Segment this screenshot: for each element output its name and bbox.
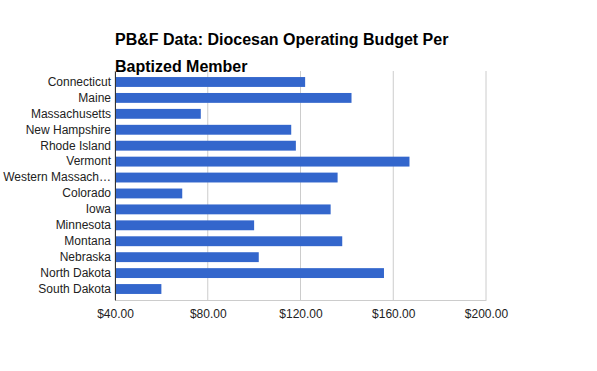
y-tick: New Hampshire — [26, 123, 115, 137]
chart: PB&F Data: Diocesan Operating Budget Per… — [0, 0, 597, 371]
y-tick: Maine — [78, 91, 115, 105]
x-tick: $160.00 — [372, 300, 416, 321]
y-tick-label: Colorado — [62, 186, 111, 200]
bar — [115, 284, 161, 294]
grid-line — [393, 71, 394, 300]
y-tick: Connecticut — [48, 75, 115, 89]
y-tick: Minnesota — [56, 218, 115, 232]
x-tick: $40.00 — [97, 300, 134, 321]
plot: $40.00 $80.00 $120.00 $160.00 $200.00 Connect… — [3, 71, 508, 321]
y-tick-label: Minnesota — [56, 218, 112, 232]
x-tick-label: $40.00 — [97, 307, 134, 321]
x-tick: $200.00 — [465, 300, 509, 321]
y-tick-label: Nebraska — [60, 250, 112, 264]
grid-line — [115, 71, 116, 300]
bar — [115, 268, 384, 278]
y-tick: Iowa — [86, 202, 115, 216]
bar — [115, 173, 338, 183]
grid-line — [207, 71, 208, 300]
x-tick-label: $160.00 — [372, 307, 416, 321]
y-tick: Western Massach… — [3, 170, 115, 184]
bar — [115, 157, 409, 167]
y-tick: Rhode Island — [40, 139, 115, 153]
bars — [115, 77, 409, 294]
bar — [115, 189, 182, 199]
bar — [115, 109, 201, 119]
bar — [115, 141, 296, 151]
y-tick: Nebraska — [60, 250, 115, 264]
y-tick: South Dakota — [38, 282, 115, 296]
x-tick: $80.00 — [190, 300, 227, 321]
y-tick: Montana — [64, 234, 115, 248]
bar — [115, 220, 254, 230]
y-tick-label: South Dakota — [38, 282, 111, 296]
y-tick-label: Western Massach… — [3, 170, 111, 184]
title: PB&F Data: Diocesan Operating Budget Per… — [115, 31, 448, 75]
y-tick-label: Connecticut — [48, 75, 112, 89]
x-axis: $40.00 $80.00 $120.00 $160.00 $200.00 — [97, 300, 508, 321]
grid-line — [300, 71, 301, 300]
bar — [115, 125, 291, 135]
y-axis: Connecticut Maine Massachusetts New Hampshi… — [3, 72, 115, 301]
y-tick-label: Vermont — [66, 154, 111, 168]
y-tick: Vermont — [66, 154, 115, 168]
y-tick-label: Maine — [78, 91, 111, 105]
y-tick: North Dakota — [40, 266, 115, 280]
y-tick-label: North Dakota — [40, 266, 111, 280]
y-axis-line — [115, 72, 116, 301]
x-tick-label: $200.00 — [465, 307, 509, 321]
y-tick-label: New Hampshire — [26, 123, 112, 137]
x-tick-label: $120.00 — [279, 307, 323, 321]
grid — [115, 71, 486, 300]
y-tick: Colorado — [62, 186, 115, 200]
bar — [115, 204, 331, 214]
x-axis-line — [116, 300, 487, 301]
x-tick-label: $80.00 — [190, 307, 227, 321]
bar — [115, 236, 342, 246]
y-tick: Massachusetts — [31, 107, 115, 121]
bar — [115, 252, 259, 262]
bar — [115, 77, 305, 87]
y-tick-label: Montana — [64, 234, 111, 248]
bar — [115, 93, 352, 103]
x-tick: $120.00 — [279, 300, 323, 321]
grid-line — [486, 71, 487, 300]
y-tick-label: Rhode Island — [40, 139, 111, 153]
y-tick-label: Massachusetts — [31, 107, 111, 121]
y-tick-label: Iowa — [86, 202, 112, 216]
